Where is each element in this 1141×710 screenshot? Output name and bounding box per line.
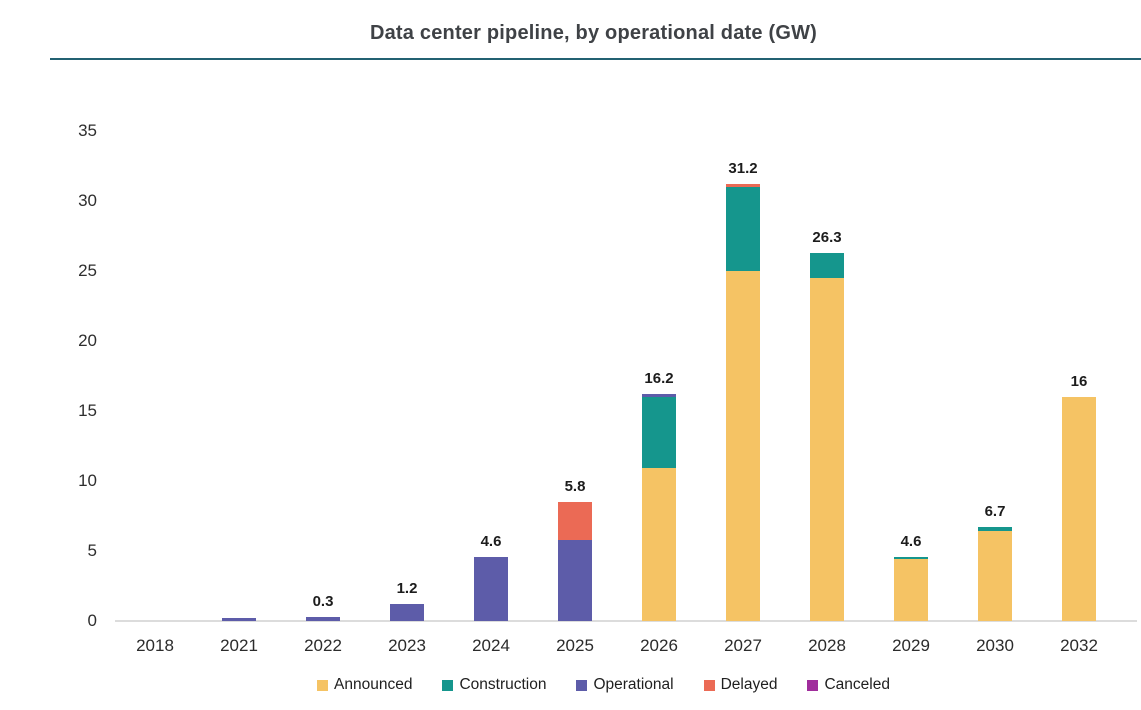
bar-2028: 26.3 — [810, 229, 844, 621]
bar-segment-construction — [894, 557, 928, 559]
x-axis-baseline — [115, 620, 1137, 622]
legend-item-construction: Construction — [442, 676, 546, 694]
y-tick-label: 35 — [78, 121, 97, 140]
legend-item-operational: Operational — [576, 676, 674, 694]
bar-segment-operational — [558, 540, 592, 621]
bar-segment-announced — [642, 468, 676, 621]
x-tick-label: 2024 — [472, 636, 510, 655]
y-tick-label: 25 — [78, 261, 97, 280]
legend-label: Canceled — [824, 676, 890, 693]
bar-segment-delayed — [558, 502, 592, 540]
x-tick-label: 2023 — [388, 636, 426, 655]
legend-label: Construction — [459, 676, 547, 693]
bar-segment-announced — [1062, 397, 1096, 621]
legend-label: Delayed — [720, 676, 778, 693]
bar-2022: 0.3 — [306, 593, 340, 621]
bar-segment-construction — [810, 253, 844, 278]
x-tick-label: 2018 — [136, 636, 174, 655]
legend-swatch-icon — [576, 679, 588, 691]
legend-label: Announced — [334, 676, 413, 693]
legend-item-announced: Announced — [317, 676, 412, 694]
y-tick-label: 5 — [87, 541, 97, 560]
bar-value-label: 1.2 — [396, 580, 418, 597]
bar-value-label: 4.6 — [900, 533, 922, 550]
bar-segment-announced — [894, 559, 928, 621]
x-tick-label: 2025 — [556, 636, 594, 655]
bar-value-label: 5.8 — [564, 478, 586, 495]
x-tick-label: 2021 — [220, 636, 258, 655]
bar-value-label: 16.2 — [644, 370, 674, 387]
y-tick-label: 20 — [78, 331, 97, 350]
bar-segment-construction — [726, 187, 760, 271]
bar-2024: 4.6 — [474, 533, 508, 621]
x-tick-label: 2028 — [808, 636, 846, 655]
x-tick-label: 2032 — [1060, 636, 1098, 655]
y-tick-label: 0 — [87, 611, 97, 630]
x-tick-label: 2026 — [640, 636, 678, 655]
x-tick-label: 2029 — [892, 636, 930, 655]
bar-segment-announced — [726, 271, 760, 621]
legend: Announced Construction Operational Delayed C… — [66, 676, 1141, 694]
bar-value-label: 0.3 — [312, 593, 334, 610]
legend-swatch-icon — [807, 679, 819, 691]
bar-2027: 31.2 — [726, 160, 760, 621]
bar-segment-construction — [642, 397, 676, 468]
bar-value-label: 16 — [1070, 373, 1088, 390]
bar-value-label: 4.6 — [480, 533, 502, 550]
y-axis: 0 5 10 15 20 25 30 35 — [0, 0, 110, 710]
bar-segment-operational — [390, 604, 424, 621]
bar-segment-operational — [642, 394, 676, 397]
bar-segment-delayed — [726, 184, 760, 187]
bar-segment-announced — [978, 531, 1012, 621]
bar-segment-operational — [474, 557, 508, 621]
plot-area: 0.3 1.2 4.6 5.8 16.2 31.2 26.3 4.6 6.7 16 — [115, 131, 1137, 622]
x-tick-label: 2027 — [724, 636, 762, 655]
bar-2026: 16.2 — [642, 370, 676, 621]
bar-value-label: 31.2 — [728, 160, 758, 177]
legend-label: Operational — [593, 676, 674, 693]
bar-value-label: 26.3 — [812, 229, 842, 246]
bar-segment-construction — [978, 527, 1012, 531]
bar-2025: 5.8 — [558, 478, 592, 621]
bar-2023: 1.2 — [390, 580, 424, 621]
y-tick-label: 15 — [78, 401, 97, 420]
title-underline — [50, 58, 1141, 60]
legend-swatch-icon — [317, 679, 329, 691]
x-axis: 2018 2021 2022 2023 2024 2025 2026 2027 2028 2029… — [0, 636, 1141, 662]
bar-2032: 16 — [1062, 373, 1096, 621]
y-tick-label: 30 — [78, 191, 97, 210]
bar-2029: 4.6 — [894, 533, 928, 621]
y-tick-label: 10 — [78, 471, 97, 490]
bar-segment-announced — [810, 278, 844, 621]
bar-segment-operational — [222, 618, 256, 621]
bar-2021 — [222, 618, 256, 621]
x-tick-label: 2030 — [976, 636, 1014, 655]
bar-segment-operational — [306, 617, 340, 621]
bar-2030: 6.7 — [978, 503, 1012, 621]
bar-value-label: 6.7 — [984, 503, 1006, 520]
legend-swatch-icon — [703, 679, 715, 691]
x-tick-label: 2022 — [304, 636, 342, 655]
legend-item-delayed: Delayed — [703, 676, 778, 694]
legend-swatch-icon — [442, 679, 454, 691]
chart-title: Data center pipeline, by operational dat… — [369, 22, 818, 44]
legend-item-canceled: Canceled — [807, 676, 890, 694]
